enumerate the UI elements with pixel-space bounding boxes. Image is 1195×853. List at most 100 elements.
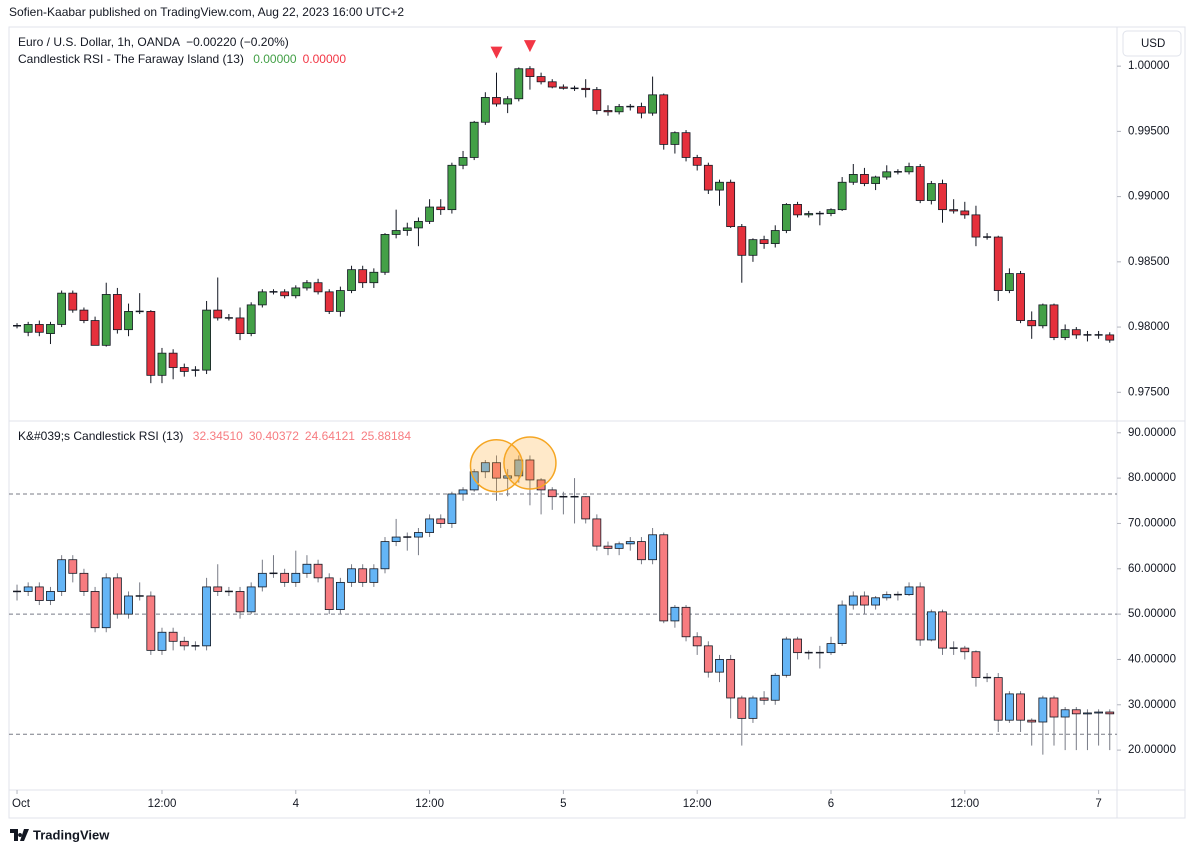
candle-body xyxy=(938,183,947,211)
candle-body xyxy=(414,220,423,229)
candle-body xyxy=(335,290,345,312)
candle-body xyxy=(90,591,100,629)
candle-body xyxy=(659,94,669,145)
candle-body xyxy=(960,210,970,216)
candle-body xyxy=(581,87,591,91)
candle-body xyxy=(168,631,178,642)
candle-body xyxy=(514,68,524,100)
candle-body xyxy=(469,471,479,491)
rsi-value: 25.88184 xyxy=(360,429,412,443)
candle-body xyxy=(558,86,568,89)
candle-body xyxy=(380,541,390,570)
y-tick-label: 20.00000 xyxy=(1128,744,1176,756)
candle-body xyxy=(90,320,100,346)
candle-body xyxy=(79,572,89,592)
highlight-circle xyxy=(503,436,557,490)
candle-body xyxy=(681,132,691,158)
candle-body xyxy=(926,611,936,641)
candle-body xyxy=(703,645,713,673)
candle-body xyxy=(860,595,869,606)
candle-body xyxy=(603,545,613,549)
candle-body xyxy=(1060,329,1070,338)
candle-body xyxy=(949,209,959,212)
candle-body xyxy=(101,294,111,346)
candle-body xyxy=(804,213,814,216)
candle-body xyxy=(871,176,880,184)
candle-body xyxy=(112,577,122,615)
indicator-title: Candlestick RSI - The Faraway Island (13… xyxy=(18,52,244,66)
candle-body xyxy=(235,591,245,613)
candle-body xyxy=(1016,273,1025,321)
candle-body xyxy=(68,292,78,311)
symbol-title: Euro / U.S. Dollar, 1h, OANDA xyxy=(18,35,181,49)
candle-body xyxy=(993,677,1003,721)
candle-body xyxy=(715,659,724,673)
candle-body xyxy=(915,166,925,201)
y-tick-label: 0.99500 xyxy=(1128,125,1170,137)
candle-body xyxy=(703,164,713,191)
x-tick-label: 12:00 xyxy=(950,798,979,810)
candle-body xyxy=(637,541,646,561)
candle-body xyxy=(692,157,702,166)
candle-body xyxy=(436,206,446,211)
candle-body xyxy=(402,227,412,231)
candle-body xyxy=(971,214,981,238)
candle-body xyxy=(324,577,334,610)
candle-body xyxy=(670,132,680,145)
candle-body xyxy=(536,76,546,83)
candle-body xyxy=(46,591,55,601)
candle-body xyxy=(146,595,156,651)
candle-body xyxy=(1038,304,1048,327)
candle-body xyxy=(882,594,892,599)
candle-body xyxy=(425,206,434,222)
candle-body xyxy=(848,595,858,606)
candle-body xyxy=(1094,711,1104,714)
candle-body xyxy=(335,581,345,610)
candle-body xyxy=(781,204,791,231)
candle-body xyxy=(960,647,970,653)
signal-marker xyxy=(490,46,503,59)
candle-body xyxy=(1016,693,1025,721)
candle-body xyxy=(480,97,490,123)
candle-body xyxy=(826,643,836,654)
indicator-value: 0.00000 xyxy=(253,52,297,66)
candle-body xyxy=(68,559,78,574)
signal-marker xyxy=(523,40,536,53)
candle-body xyxy=(837,604,847,644)
candle-body xyxy=(848,174,858,183)
y-tick-label: 0.98500 xyxy=(1128,256,1170,268)
candle-body xyxy=(938,611,947,649)
candle-body xyxy=(124,595,133,615)
indicator-value: 0.00000 xyxy=(302,52,346,66)
candle-body xyxy=(1038,697,1048,723)
candle-body xyxy=(280,572,290,583)
candle-body xyxy=(614,106,624,113)
candle-body xyxy=(659,534,669,622)
candle-body xyxy=(1105,334,1115,341)
y-tick-label: 70.00000 xyxy=(1128,517,1176,529)
candle-body xyxy=(681,606,691,638)
candle-body xyxy=(213,586,223,592)
candle-body xyxy=(280,291,290,297)
x-tick-label: 7 xyxy=(1095,798,1101,810)
candle-body xyxy=(79,309,89,321)
candle-body xyxy=(1060,709,1070,718)
candle-body xyxy=(391,536,401,542)
legend-rsi: K&#039;s Candlestick RSI (13) 32.34510 30… xyxy=(18,429,417,443)
candle-body xyxy=(737,697,747,719)
currency-box[interactable] xyxy=(1122,30,1182,57)
x-tick-label: 4 xyxy=(293,798,300,810)
candle-body xyxy=(793,204,802,216)
candle-body xyxy=(737,226,747,256)
candle-body xyxy=(904,166,914,173)
candle-body xyxy=(480,462,490,473)
candle-body xyxy=(1049,697,1059,718)
candle-body xyxy=(759,239,769,244)
candle-body xyxy=(23,324,33,333)
candle-body xyxy=(826,209,836,214)
candle-body xyxy=(726,181,736,228)
candle-body xyxy=(291,572,301,583)
y-tick-label: 0.97500 xyxy=(1128,386,1170,398)
